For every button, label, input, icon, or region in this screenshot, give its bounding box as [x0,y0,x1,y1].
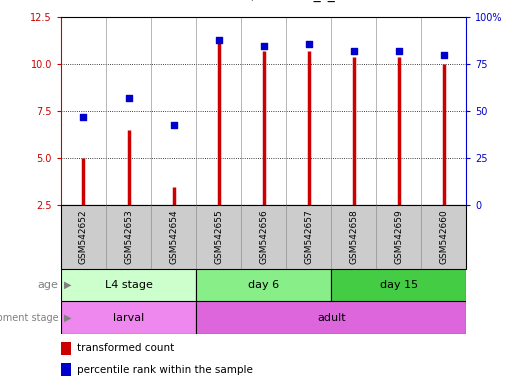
Bar [331,269,466,301]
Point [80,114,88,120]
Text: GSM542656: GSM542656 [259,210,268,265]
Text: GSM542659: GSM542659 [394,210,403,265]
Text: development stage: development stage [0,313,58,323]
Text: day 6: day 6 [248,280,279,290]
Text: ▶: ▶ [64,280,71,290]
Text: GSM542654: GSM542654 [169,210,178,265]
Point [394,48,403,54]
Bar [61,363,71,376]
Bar [61,342,71,355]
Text: transformed count: transformed count [77,343,174,354]
Text: GDS3943 / 184546_s_at: GDS3943 / 184546_s_at [182,0,348,2]
Text: GSM542655: GSM542655 [214,210,223,265]
Bar [196,301,466,334]
Text: ▶: ▶ [64,313,71,323]
Text: GSM542652: GSM542652 [79,210,88,265]
Point [440,52,448,58]
Text: larval: larval [113,313,144,323]
Text: adult: adult [317,313,346,323]
Point [304,41,313,47]
Text: day 15: day 15 [380,280,418,290]
Point [259,42,268,48]
Bar [61,205,466,269]
Bar [61,269,196,301]
Text: GSM542660: GSM542660 [439,210,448,265]
Text: GSM542653: GSM542653 [124,210,133,265]
Text: age: age [38,280,58,290]
Point [169,121,178,127]
Text: GSM542658: GSM542658 [349,210,358,265]
Bar [196,269,331,301]
Bar [61,301,196,334]
Point [214,37,223,43]
Point [124,95,132,101]
Text: percentile rank within the sample: percentile rank within the sample [77,364,253,375]
Point [350,48,358,54]
Text: GSM542657: GSM542657 [304,210,313,265]
Text: L4 stage: L4 stage [104,280,153,290]
